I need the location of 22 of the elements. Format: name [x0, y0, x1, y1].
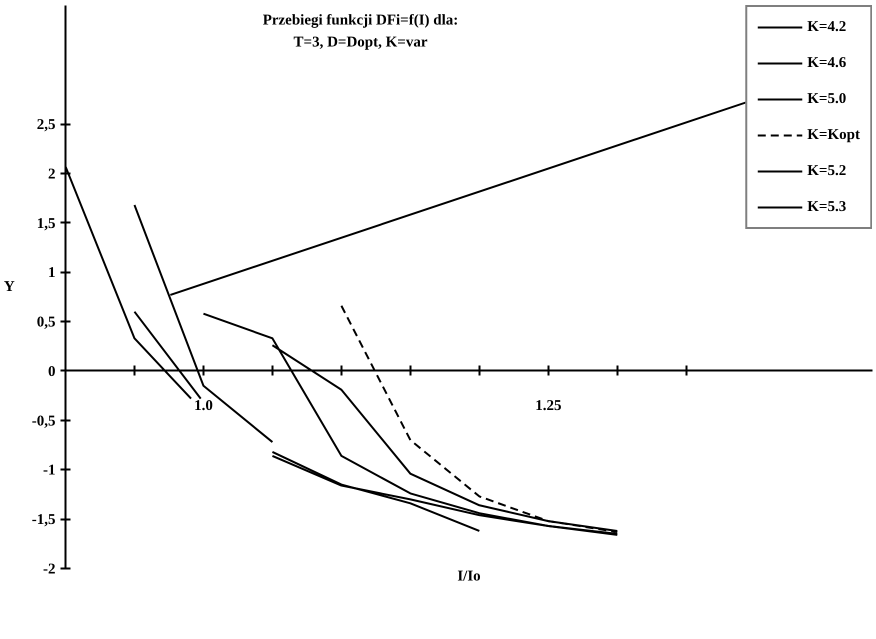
text: T=3, D=Dopt, K=var [294, 34, 428, 50]
y-tick-label: -2 [43, 562, 56, 578]
y-tick-label: 1 [48, 265, 56, 282]
y-tick-label: 2,5 [36, 117, 56, 134]
y-tick-label: -0,5 [32, 413, 56, 430]
y-tick-label: 2 [48, 166, 56, 182]
legend-label: K=4.2 [807, 18, 846, 36]
legend-label: K=5.0 [807, 90, 846, 108]
legend-label: K=4.6 [807, 54, 846, 72]
x-tick-label: 1.0 [194, 398, 213, 414]
y-tick-label: 0 [48, 364, 56, 380]
y-tick-label: -1,5 [32, 512, 56, 528]
y-axis-title: Y [4, 279, 15, 295]
legend-label: K=5.3 [807, 198, 846, 216]
x-tick-label: 1.25 [535, 398, 562, 414]
legend-label: K=5.2 [807, 162, 846, 180]
y-tick-label: 1,5 [36, 216, 56, 232]
x-axis-title: I/Io [457, 568, 481, 584]
y-tick-label: -1 [43, 462, 56, 479]
y-tick-label: 0,5 [36, 314, 56, 331]
chart-title: Przebiegi funkcji DFi=f(I) dla: [262, 12, 458, 28]
legend-label: K=Kopt [807, 126, 860, 144]
